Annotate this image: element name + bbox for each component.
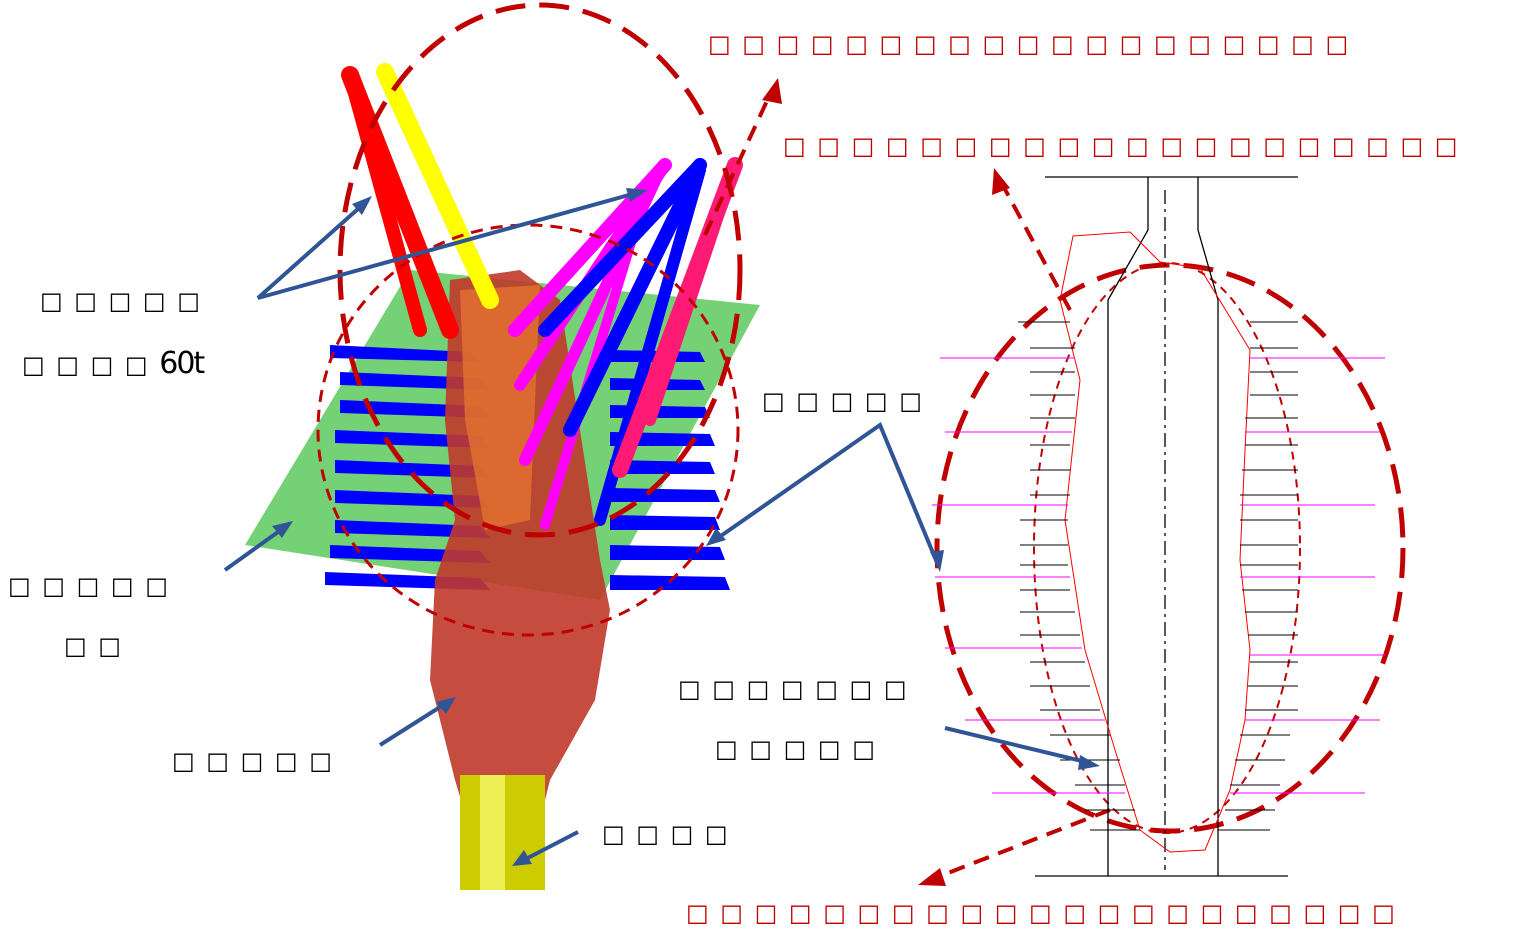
blue-pointer-arrows [223,190,1091,864]
annotation-top-2: □ □ □ □ □ □ □ □ □ □ □ □ □ □ □ □ □ □ □ □ [783,132,1458,160]
label-fan-holes: □ □ □ □ □ [40,287,200,315]
outer-ellipse-left [337,2,743,538]
inner-ellipse-right [1033,262,1301,834]
label-plane: □ □ □ □ □ [8,572,168,600]
red-arrowheads [762,78,1010,886]
label-plane-line2: □ □ [64,632,121,660]
label-section: □ □ □ □ □ □ □ [678,675,907,703]
section-drawing [1035,176,1298,877]
annotation-top-1: □ □ □ □ □ □ □ □ □ □ □ □ □ □ □ □ □ □ □ [708,30,1349,58]
label-horizontal-holes: □ □ □ □ □ [762,387,922,415]
label-section-line2: □ □ □ □ □ [715,735,875,763]
shaft-highlight [480,775,505,890]
label-shaft: □ □ □ □ [602,820,728,848]
label-fan-holes-line2: □ □ □ □ 60t [22,346,205,381]
inner-ellipse-left [316,223,740,637]
red-dashed-arrows [703,89,1111,882]
cavity-upper [460,285,540,530]
blue-arrowheads [272,188,1100,866]
label-cavity: □ □ □ □ □ [172,747,332,775]
label-fan-holes-text: □ □ □ □ [22,351,148,379]
outer-ellipse-right [934,262,1406,834]
annotation-bottom: □ □ □ □ □ □ □ □ □ □ □ □ □ □ □ □ □ □ □ □ … [686,899,1395,927]
section-magenta-lines [932,357,1385,794]
label-charge: 60t [159,346,205,381]
